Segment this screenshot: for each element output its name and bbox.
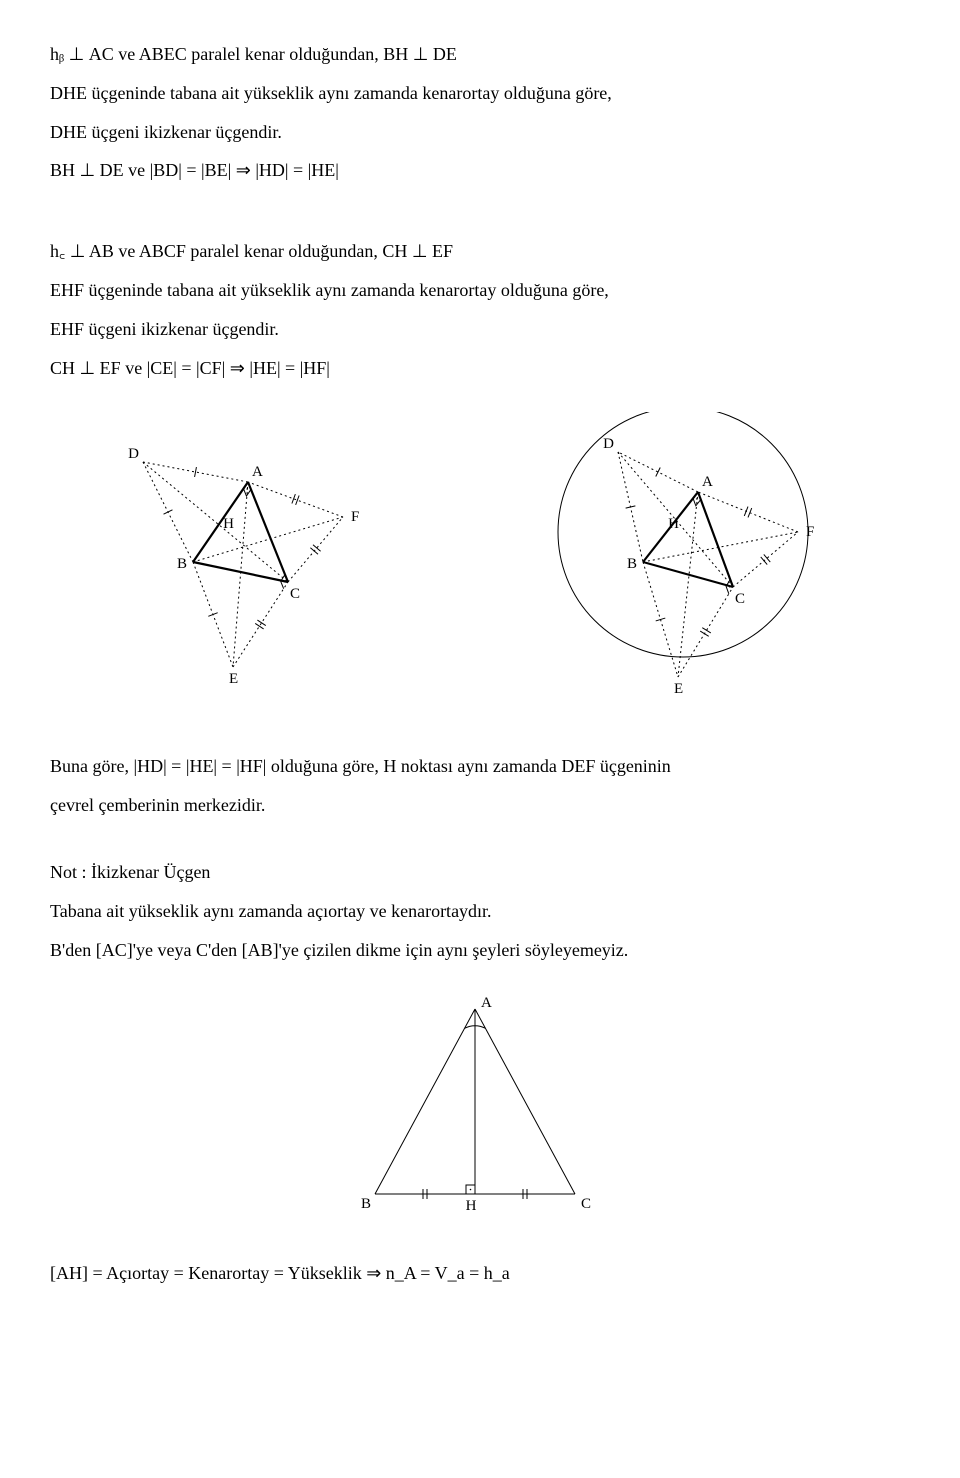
figure-right: A B C D E F H bbox=[523, 412, 843, 712]
svg-text:A: A bbox=[481, 995, 492, 1011]
note-line1: Tabana ait yükseklik aynı zamanda açıort… bbox=[50, 897, 910, 926]
figure-isosceles-svg: A B C H bbox=[355, 994, 605, 1229]
para1-line3: DHE üçgeni ikizkenar üçgendir. bbox=[50, 118, 910, 147]
figure-left-svg: A B C D E F H bbox=[118, 427, 388, 697]
figure-right-svg: A B C D E F H bbox=[523, 412, 843, 712]
equation-1: BH ⊥ DE ve |BD| = |BE| ⇒ |HD| = |HE| bbox=[50, 156, 910, 185]
svg-text:C: C bbox=[581, 1196, 591, 1212]
final-equation: [AH] = Açıortay = Kenarortay = Yükseklik… bbox=[50, 1259, 910, 1288]
svg-text:B: B bbox=[177, 556, 187, 572]
para3-line2: çevrel çemberinin merkezidir. bbox=[50, 791, 910, 820]
para1-line1: hᵦ ⊥ AC ve ABEC paralel kenar olduğundan… bbox=[50, 40, 910, 69]
svg-text:C: C bbox=[735, 591, 745, 607]
svg-text:D: D bbox=[128, 446, 139, 462]
svg-text:B: B bbox=[361, 1196, 371, 1212]
figure-isosceles: A B C H bbox=[50, 994, 910, 1229]
svg-text:E: E bbox=[674, 681, 683, 697]
svg-text:A: A bbox=[702, 474, 713, 490]
svg-text:A: A bbox=[252, 464, 263, 480]
equation-2: CH ⊥ EF ve |CE| = |CF| ⇒ |HE| = |HF| bbox=[50, 354, 910, 383]
svg-text:F: F bbox=[806, 524, 814, 540]
svg-text:C: C bbox=[290, 586, 300, 602]
svg-text:F: F bbox=[351, 509, 359, 525]
para3-line1: Buna göre, |HD| = |HE| = |HF| olduğuna g… bbox=[50, 752, 910, 781]
note-line2: B'den [AC]'ye veya C'den [AB]'ye çizilen… bbox=[50, 936, 910, 965]
figures-row: A B C D E F H A B C D E F H bbox=[50, 412, 910, 712]
note-title: Not : İkizkenar Üçgen bbox=[50, 858, 910, 887]
svg-text:H: H bbox=[466, 1198, 477, 1214]
svg-text:H: H bbox=[668, 516, 679, 532]
para2-line2: EHF üçgeninde tabana ait yükseklik aynı … bbox=[50, 276, 910, 305]
svg-text:H: H bbox=[223, 516, 234, 532]
figure-left: A B C D E F H bbox=[118, 427, 388, 697]
svg-text:D: D bbox=[603, 436, 614, 452]
svg-text:B: B bbox=[627, 556, 637, 572]
svg-text:E: E bbox=[229, 671, 238, 687]
para2-line3: EHF üçgeni ikizkenar üçgendir. bbox=[50, 315, 910, 344]
para1-line2: DHE üçgeninde tabana ait yükseklik aynı … bbox=[50, 79, 910, 108]
para2-line1: h꜀ ⊥ AB ve ABCF paralel kenar olduğundan… bbox=[50, 237, 910, 266]
